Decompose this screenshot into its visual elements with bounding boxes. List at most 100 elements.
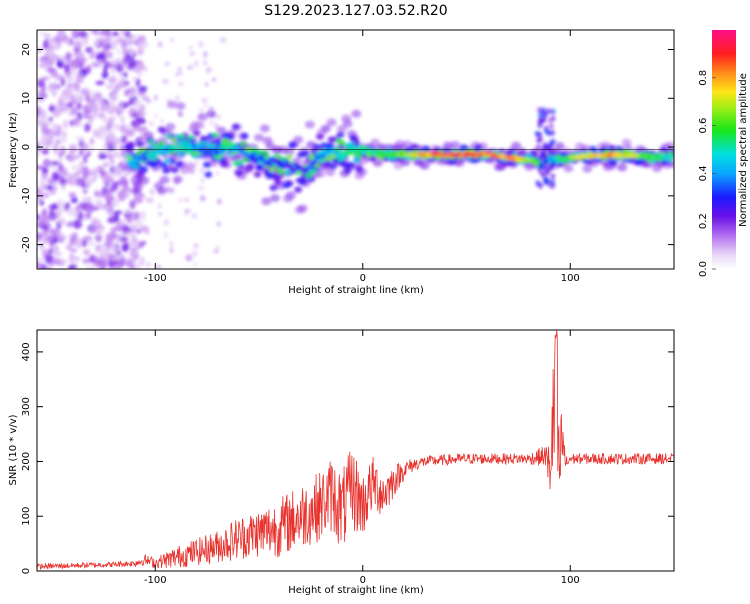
heatmap-cell [194, 121, 205, 130]
heatmap-cell [65, 52, 72, 61]
heatmap-ytick-label: -10 [21, 188, 32, 204]
heatmap-cell [68, 259, 78, 265]
heatmap-cell [73, 83, 81, 93]
heatmap-cell [199, 148, 205, 152]
heatmap-cell [138, 192, 145, 198]
heatmap-cell [86, 104, 94, 110]
heatmap-cell [41, 167, 49, 174]
heatmap-cell [410, 143, 419, 150]
heatmap-cell [184, 209, 189, 216]
heatmap-cell [542, 142, 548, 149]
heatmap-cell [329, 163, 338, 170]
heatmap-cell [252, 152, 258, 157]
heatmap-cell [137, 240, 144, 247]
heatmap-cell [159, 175, 170, 184]
heatmap-cell [134, 161, 140, 166]
heatmap-cell [537, 107, 543, 114]
heatmap-cell [146, 262, 151, 268]
heatmap-cell [419, 161, 430, 170]
heatmap-cell [97, 125, 107, 135]
heatmap-cell [102, 102, 108, 112]
heatmap-cell [112, 169, 122, 177]
heatmap-cell [89, 137, 95, 145]
heatmap-cell [106, 199, 112, 207]
heatmap-cell [215, 144, 221, 148]
heatmap-cell [195, 159, 200, 165]
snr-ytick-label: 200 [21, 452, 32, 471]
heatmap-cell [288, 141, 297, 149]
heatmap-cell [127, 141, 136, 148]
heatmap-cell [54, 143, 60, 153]
heatmap-cell [65, 243, 73, 251]
heatmap-cell [222, 138, 229, 143]
heatmap-cell [82, 188, 88, 194]
heatmap-cell [61, 172, 70, 177]
heatmap-cell [220, 160, 229, 168]
heatmap-cell [41, 233, 46, 242]
heatmap-cell [113, 264, 120, 269]
heatmap-cell [73, 40, 83, 49]
heatmap-cell [202, 161, 211, 169]
heatmap-cell [206, 110, 217, 118]
heatmap-cell [127, 47, 135, 55]
heatmap-cell [138, 85, 148, 93]
heatmap-cell [110, 227, 117, 235]
heatmap-cell [75, 72, 84, 83]
heatmap-cell [105, 84, 115, 90]
heatmap-cell [294, 186, 303, 193]
heatmap-cell [119, 237, 129, 242]
heatmap-cell [48, 106, 55, 112]
snr-ytick-label: 0 [21, 568, 32, 574]
heatmap-cell [68, 192, 77, 198]
heatmap-cell [37, 152, 41, 158]
heatmap-cell [301, 150, 310, 157]
heatmap-cell [90, 30, 98, 34]
heatmap-cell [43, 225, 48, 231]
heatmap-cell [537, 118, 543, 124]
heatmap-cell [198, 40, 204, 48]
heatmap-cell [131, 233, 137, 243]
heatmap-cell [450, 141, 461, 149]
heatmap-cell [41, 84, 47, 94]
heatmap-cell [113, 137, 121, 144]
heatmap-cell [203, 104, 210, 108]
heatmap-cell [342, 119, 353, 128]
heatmap-cell [172, 175, 183, 184]
heatmap-cell [111, 31, 120, 37]
heatmap-cell [165, 123, 176, 131]
heatmap-cell [72, 231, 78, 240]
heatmap-cell [59, 93, 69, 103]
heatmap-cell [128, 164, 134, 169]
heatmap-cell [670, 154, 674, 159]
heatmap-cell [231, 123, 240, 130]
heatmap-cell [174, 134, 181, 139]
heatmap-cell [68, 180, 77, 186]
heatmap-xtick-label: 100 [561, 273, 580, 284]
heatmap-cell [261, 150, 268, 156]
heatmap-cell [293, 135, 304, 144]
heatmap-cell [68, 144, 78, 154]
heatmap-cell [164, 158, 171, 164]
heatmap-cell [162, 78, 169, 85]
heatmap-cell [242, 157, 249, 163]
heatmap-cell [326, 152, 332, 157]
heatmap-cell [132, 254, 137, 262]
heatmap-cell [134, 219, 143, 228]
heatmap-cell [83, 240, 88, 247]
heatmap-cell [58, 163, 64, 173]
heatmap-ytick-label: -20 [21, 236, 32, 252]
heatmap-cell [548, 141, 554, 147]
heatmap-cell [54, 245, 59, 252]
heatmap-cell [76, 50, 84, 59]
heatmap-cell [546, 166, 552, 173]
heatmap-cell [89, 226, 96, 234]
heatmap-cell [171, 137, 178, 143]
heatmap-cell [370, 138, 381, 147]
heatmap-cell [89, 89, 95, 98]
heatmap-cell [246, 163, 255, 170]
heatmap-cell [106, 130, 115, 141]
heatmap-cell [200, 195, 206, 202]
heatmap-cell [120, 256, 126, 267]
heatmap-cell [133, 182, 144, 190]
